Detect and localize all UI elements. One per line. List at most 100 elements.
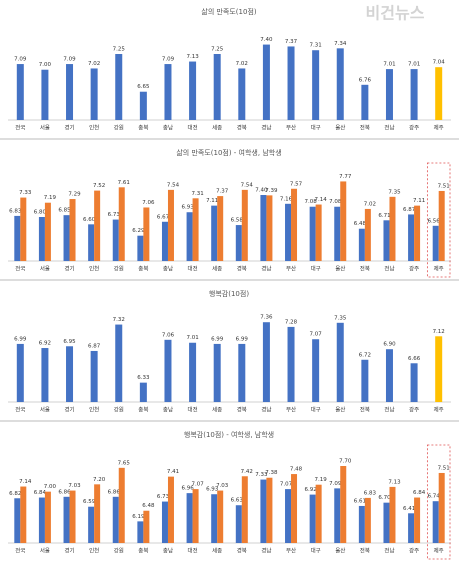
bar [118,187,125,261]
value-label: 7.32 [113,317,125,323]
value-label: 6.66 [408,356,421,362]
bar [41,348,49,402]
value-label: 7.00 [44,484,57,490]
bar [63,215,70,261]
value-label: 7.09 [63,57,76,63]
bar [94,484,101,543]
bar [44,202,51,261]
bar [143,207,150,261]
value-label: 7.41 [167,469,179,475]
bar [213,54,221,120]
bar [217,490,224,543]
x-tick-label: 제주 [434,406,444,414]
value-label: 7.31 [310,43,322,49]
value-label: 6.65 [137,84,150,90]
bar [438,472,445,543]
bar [189,61,197,120]
value-label: 6.59 [83,499,96,505]
value-label: 7.01 [408,62,420,68]
value-label: 6.85 [58,208,71,214]
value-label: 7.02 [236,61,248,67]
x-tick-label: 인천 [89,265,99,273]
value-label: 7.03 [68,483,81,489]
value-label: 7.11 [413,198,425,204]
bar [211,494,218,543]
value-label: 7.01 [383,62,395,68]
value-label: 7.42 [241,469,253,475]
bar [41,69,49,120]
value-label: 6.90 [383,342,396,348]
value-label: 6.92 [39,341,51,347]
x-tick-label: 전남 [384,124,394,132]
bar [38,217,45,261]
bar [139,91,147,120]
value-label: 7.38 [265,470,278,476]
value-label: 6.87 [403,207,416,213]
bar [438,190,445,261]
bar [69,490,76,543]
chart-title: 행복감(10점) [209,289,249,298]
x-tick-label: 대전 [188,406,198,414]
bar [235,225,242,261]
x-tick-label: 충북 [138,547,148,555]
x-tick-label: 충남 [163,547,173,555]
bar [20,486,27,543]
bar [358,228,365,261]
value-label: 7.09 [329,481,342,487]
value-label: 6.58 [231,218,244,224]
value-label: 7.02 [88,61,100,67]
value-label: 6.99 [14,336,27,342]
bar [266,195,273,261]
bar [241,476,248,543]
x-tick-label: 강원 [114,124,124,132]
bar [291,474,298,543]
bar [143,510,150,543]
value-label: 6.80 [34,210,47,216]
bar [137,235,144,261]
value-label: 7.07 [191,482,204,488]
highlight-box [426,162,451,278]
x-tick-label: 경북 [237,125,247,132]
x-tick-label: 충남 [163,406,173,414]
bar [238,343,246,402]
bar [336,48,344,120]
x-tick-label: 전남 [384,265,394,273]
x-tick-label: 경남 [261,124,271,132]
x-tick-label: 제주 [434,124,444,132]
value-label: 6.84 [34,490,47,496]
bar [164,64,172,120]
value-label: 6.70 [378,495,391,501]
value-label: 6.71 [378,213,390,219]
value-label: 7.61 [118,180,130,186]
x-tick-label: 전북 [360,406,370,414]
x-tick-label: 서울 [40,406,50,414]
bar [358,505,365,543]
value-label: 7.52 [93,183,105,189]
value-label: 7.02 [364,201,376,207]
x-tick-label: 인천 [89,406,99,414]
value-label: 6.83 [9,208,22,214]
bar [186,212,193,261]
x-tick-label: 충북 [138,124,148,132]
bar [385,69,393,120]
bar [266,477,273,543]
x-tick-label: 광주 [409,548,419,555]
value-label: 7.33 [19,190,32,196]
value-label: 7.14 [315,197,328,203]
bar [260,195,267,261]
value-label: 6.74 [428,494,441,500]
x-tick-label: 전남 [384,547,394,555]
value-label: 7.09 [14,57,27,63]
x-tick-label: 서울 [40,124,50,132]
value-label: 7.12 [433,329,445,335]
bar [189,342,197,402]
bar [364,208,371,261]
bar [94,190,101,261]
value-label: 7.08 [305,199,318,205]
x-tick-label: 울산 [335,265,345,273]
bar [38,497,45,543]
bar [213,343,221,402]
bar [241,189,248,261]
bar [389,486,396,543]
